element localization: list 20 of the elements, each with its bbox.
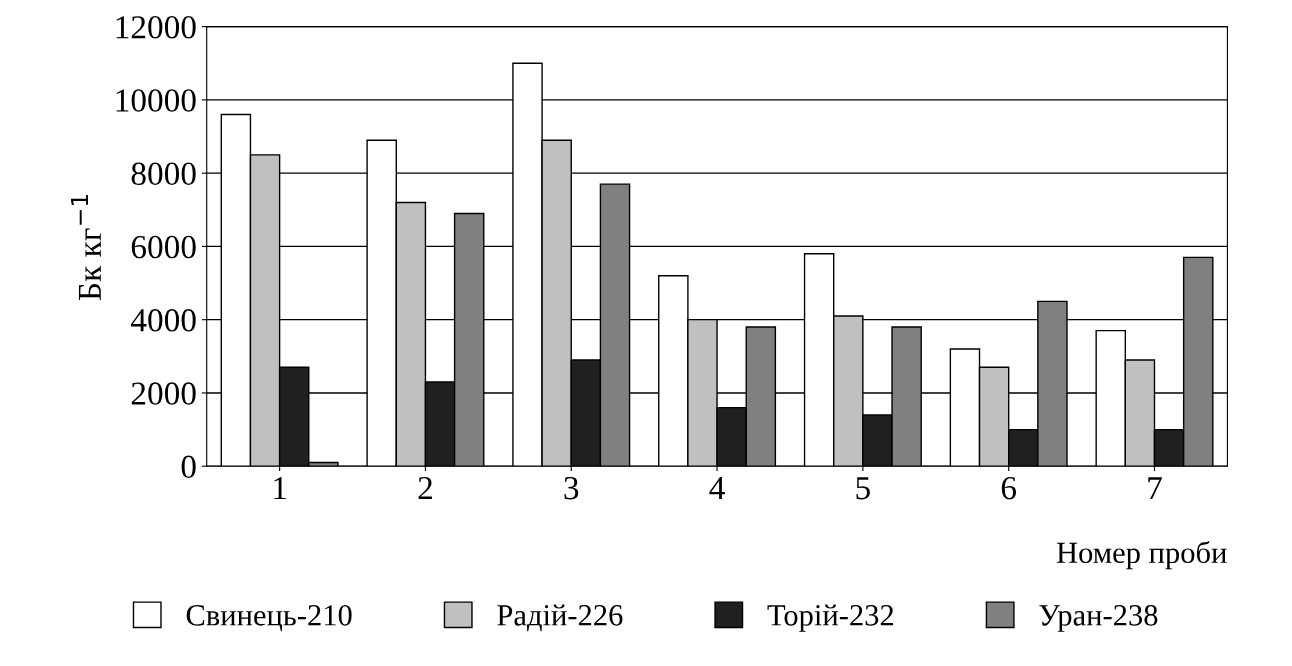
- legend-label: Радій-226: [497, 604, 623, 632]
- y-tick-label: 10000: [116, 89, 196, 112]
- y-tick-label: 0: [181, 455, 196, 479]
- y-tick-label: 8000: [131, 162, 196, 186]
- x-tick-label: 2: [418, 476, 432, 500]
- x-tick-label: 3: [564, 476, 579, 500]
- x-axis-title: Номер проби: [1056, 540, 1227, 570]
- x-tick-label: 4: [709, 477, 725, 500]
- x-tick-label: 6: [1001, 476, 1017, 500]
- y-axis-title: Бк кг$^{−1}$: [71, 194, 101, 301]
- x-tick-label: 7: [1148, 477, 1162, 500]
- y-tick-label: 12000: [116, 16, 196, 39]
- x-tick-label: 5: [856, 477, 870, 500]
- y-tick-label: 4000: [130, 309, 196, 332]
- x-tick-label: 1: [274, 477, 286, 500]
- y-tick-label: 6000: [131, 235, 196, 259]
- legend-label: Свинець-210: [186, 605, 352, 632]
- y-tick-label: 2000: [131, 382, 196, 405]
- legend-label: Торій-232: [767, 604, 894, 632]
- legend-label: Уран-238: [1039, 605, 1158, 632]
